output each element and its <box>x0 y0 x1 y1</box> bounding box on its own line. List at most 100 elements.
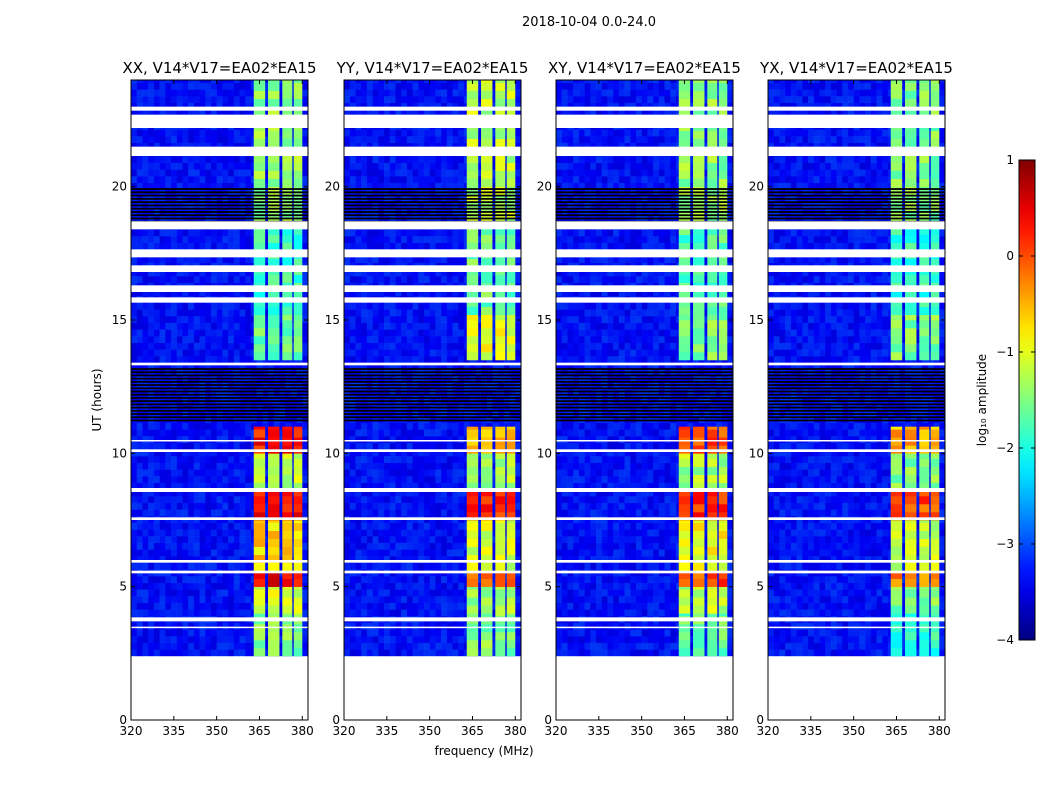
background-cell <box>228 82 235 90</box>
background-cell <box>233 289 240 297</box>
background-cell <box>446 316 453 324</box>
background-cell <box>355 242 362 250</box>
background-cell <box>228 609 235 617</box>
background-cell <box>153 256 160 264</box>
background-cell <box>170 389 178 397</box>
background-cell <box>142 242 149 250</box>
background-cell <box>401 629 408 637</box>
background-cell <box>205 276 212 284</box>
background-cell <box>176 80 183 84</box>
band-cell <box>268 162 280 171</box>
background-cell <box>228 462 235 470</box>
background-cell <box>188 596 195 604</box>
background-cell <box>452 429 459 437</box>
background-cell <box>349 349 356 357</box>
background-cell <box>429 582 436 590</box>
background-cell <box>429 542 436 550</box>
background-cell <box>389 436 396 444</box>
background-cell <box>142 576 149 584</box>
background-cell <box>349 536 356 544</box>
background-cell <box>210 236 218 244</box>
band-cell <box>268 352 280 361</box>
background-cell <box>515 256 521 264</box>
background-cell <box>199 109 206 117</box>
background-cell <box>469 396 476 404</box>
background-cell <box>383 476 391 484</box>
background-cell <box>222 169 229 177</box>
background-cell <box>210 409 218 417</box>
background-cell <box>475 416 482 424</box>
background-cell <box>148 329 155 337</box>
background-cell <box>159 329 166 337</box>
background-cell <box>142 549 149 557</box>
background-cell <box>188 409 195 417</box>
background-cell <box>389 482 396 490</box>
band-cell <box>293 202 303 211</box>
background-cell <box>378 502 385 510</box>
background-cell <box>222 109 229 117</box>
background-cell <box>366 482 373 490</box>
background-cell <box>193 469 200 477</box>
background-cell <box>361 322 368 330</box>
background-cell <box>302 502 308 510</box>
band-cell <box>253 578 266 587</box>
background-cell <box>153 536 160 544</box>
background-cell <box>452 422 459 430</box>
background-cell <box>176 382 183 390</box>
background-cell <box>222 462 229 470</box>
band-cell <box>253 554 266 563</box>
background-cell <box>148 382 155 390</box>
background-cell <box>165 342 172 350</box>
background-cell <box>228 602 235 610</box>
background-cell <box>228 489 235 497</box>
background-cell <box>216 96 223 104</box>
background-cell <box>412 442 419 450</box>
background-cell <box>136 356 143 364</box>
band-cell <box>293 352 303 361</box>
background-cell <box>383 596 391 604</box>
background-cell <box>262 82 269 90</box>
background-cell <box>199 376 206 384</box>
background-cell <box>245 622 252 630</box>
background-cell <box>159 336 166 344</box>
background-cell <box>446 622 453 630</box>
background-cell <box>148 289 155 297</box>
background-cell <box>435 462 442 470</box>
background-cell <box>441 322 448 330</box>
background-cell <box>153 96 160 104</box>
background-cell <box>210 529 218 537</box>
background-cell <box>412 636 419 644</box>
background-cell <box>378 442 385 450</box>
background-cell <box>372 302 379 310</box>
background-cell <box>170 436 178 444</box>
background-cell <box>509 376 516 384</box>
background-cell <box>148 429 155 437</box>
background-cell <box>239 629 246 637</box>
background-cell <box>389 336 396 344</box>
background-cell <box>452 482 459 490</box>
background-cell <box>165 529 172 537</box>
background-cell <box>153 589 160 597</box>
background-cell <box>361 362 368 370</box>
background-cell <box>458 622 465 630</box>
background-cell <box>245 236 252 244</box>
background-cell <box>268 402 275 410</box>
background-cell <box>148 522 155 530</box>
background-cell <box>131 476 138 484</box>
background-cell <box>366 589 373 597</box>
background-cell <box>503 362 510 370</box>
background-cell <box>475 496 482 504</box>
background-cell <box>302 96 308 104</box>
background-cell <box>142 89 149 97</box>
background-cell <box>199 136 206 144</box>
band-cell <box>293 554 303 563</box>
background-cell <box>182 456 189 464</box>
background-cell <box>302 329 308 337</box>
background-cell <box>136 216 143 224</box>
background-cell <box>435 496 442 504</box>
background-cell <box>446 502 453 510</box>
background-cell <box>131 629 138 637</box>
background-cell <box>136 502 143 510</box>
background-cell <box>503 376 510 384</box>
background-cell <box>245 336 252 344</box>
